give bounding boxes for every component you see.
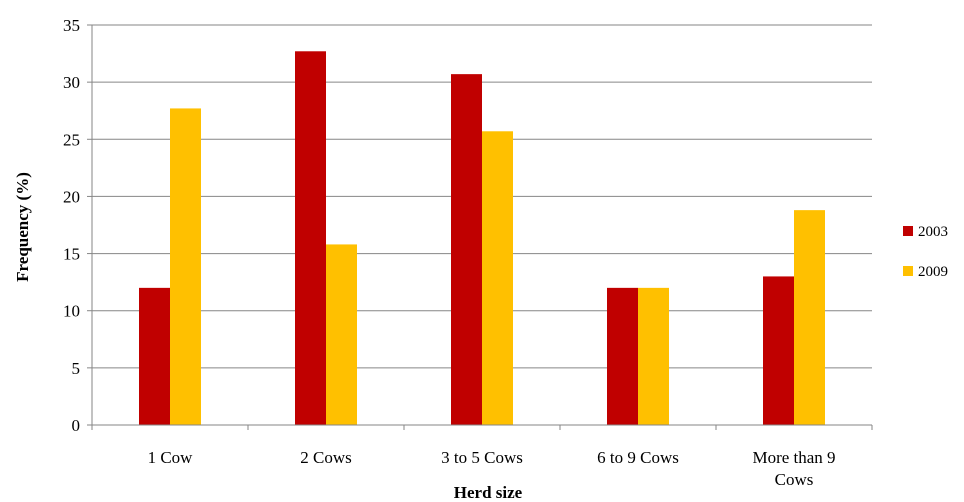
x-tick-labels: 1 Cow 2 Cows 3 to 5 Cows 6 to 9 Cows More th… xyxy=(148,448,836,489)
x-axis-title: Herd size xyxy=(454,483,523,502)
legend-label-2009: 2009 xyxy=(918,264,948,280)
y-tick-label: 0 xyxy=(72,416,81,435)
bar-2003 xyxy=(295,51,326,426)
legend-swatch-2003 xyxy=(903,226,913,236)
bar-2009 xyxy=(170,108,201,425)
bar-2009 xyxy=(638,287,669,425)
bar-2003 xyxy=(139,287,170,425)
y-tick-label: 20 xyxy=(63,187,80,206)
y-tick-label: 35 xyxy=(63,16,80,35)
x-tick-label: 6 to 9 Cows xyxy=(597,448,679,467)
y-axis-title: Frequency (%) xyxy=(13,172,32,282)
y-tick-label: 5 xyxy=(72,359,81,378)
y-tick-label: 30 xyxy=(63,73,80,92)
y-tick-label: 10 xyxy=(63,302,80,321)
bar-2003 xyxy=(451,74,482,426)
x-tick-label: 1 Cow xyxy=(148,448,194,467)
axes xyxy=(87,24,873,430)
y-tick-labels: 0 5 10 15 20 25 30 35 xyxy=(63,16,80,435)
bars xyxy=(139,51,825,426)
x-tick-label: 3 to 5 Cows xyxy=(441,448,523,467)
bar-2009 xyxy=(326,244,357,425)
legend-label-2003: 2003 xyxy=(918,224,948,240)
x-tick-label: More than 9 Cows xyxy=(752,448,835,489)
bar-2003 xyxy=(607,287,638,425)
x-tick-label: 2 Cows xyxy=(300,448,351,467)
y-tick-label: 25 xyxy=(63,130,80,149)
bar-2009 xyxy=(482,131,513,426)
legend-swatch-2009 xyxy=(903,266,913,276)
y-tick-label: 15 xyxy=(63,245,80,264)
legend: 2003 2009 xyxy=(903,224,948,280)
bar-2009 xyxy=(794,210,825,425)
bar-2003 xyxy=(763,276,794,425)
